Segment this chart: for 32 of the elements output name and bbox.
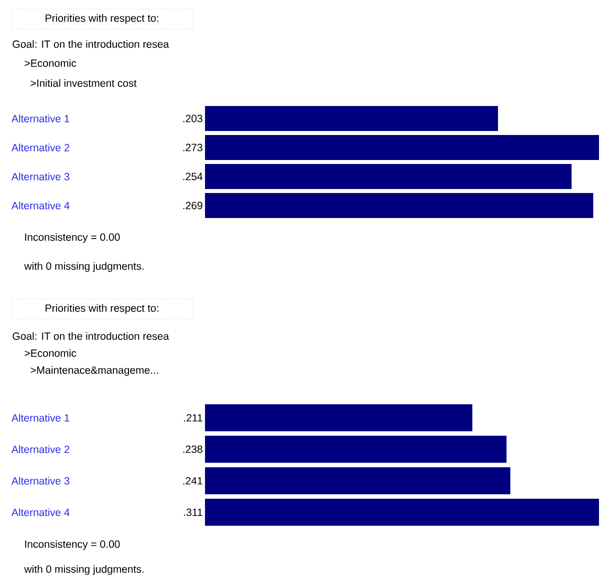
y-tick-label: Alternative 3 <box>11 172 70 180</box>
data-label: .273 <box>183 144 202 152</box>
y-tick-label: Alternative 2 <box>11 445 70 454</box>
y-tick-label: Alternative 4 <box>11 202 70 210</box>
data-label: .238 <box>183 446 202 453</box>
text: Goal: IT on the introduction resea <box>12 40 169 48</box>
text: Priorities with respect to: <box>46 14 158 24</box>
text: with 0 missing judgments. <box>24 262 144 272</box>
text: Inconsistency = 0.00 <box>25 233 120 243</box>
text: Goal: IT on the introduction resea <box>12 332 169 340</box>
text: >Maintenace&manageme... <box>30 366 158 376</box>
text: Priorities with respect to: <box>46 304 158 314</box>
data-label: .254 <box>183 172 202 180</box>
y-tick-label: Alternative 1 <box>11 114 70 122</box>
text: >Initial investment cost <box>30 79 137 87</box>
text: >Economic <box>24 59 76 67</box>
text: Inconsistency = 0.00 <box>25 540 120 550</box>
bar <box>205 467 510 494</box>
data-label: .241 <box>183 477 202 484</box>
data-label: .269 <box>183 202 202 210</box>
data-label: .311 <box>184 508 202 516</box>
text: >Economic <box>24 349 76 357</box>
y-tick-label: Alternative 4 <box>11 508 70 516</box>
bar <box>205 436 507 463</box>
data-label: .203 <box>183 114 202 122</box>
bar <box>205 404 472 432</box>
y-tick-label: Alternative 1 <box>11 414 70 422</box>
data-label: .211 <box>184 414 202 422</box>
y-tick-label: Alternative 3 <box>11 476 70 485</box>
bar <box>205 498 600 526</box>
y-tick-label: Alternative 2 <box>11 144 70 152</box>
text: with 0 missing judgments. <box>24 565 144 575</box>
